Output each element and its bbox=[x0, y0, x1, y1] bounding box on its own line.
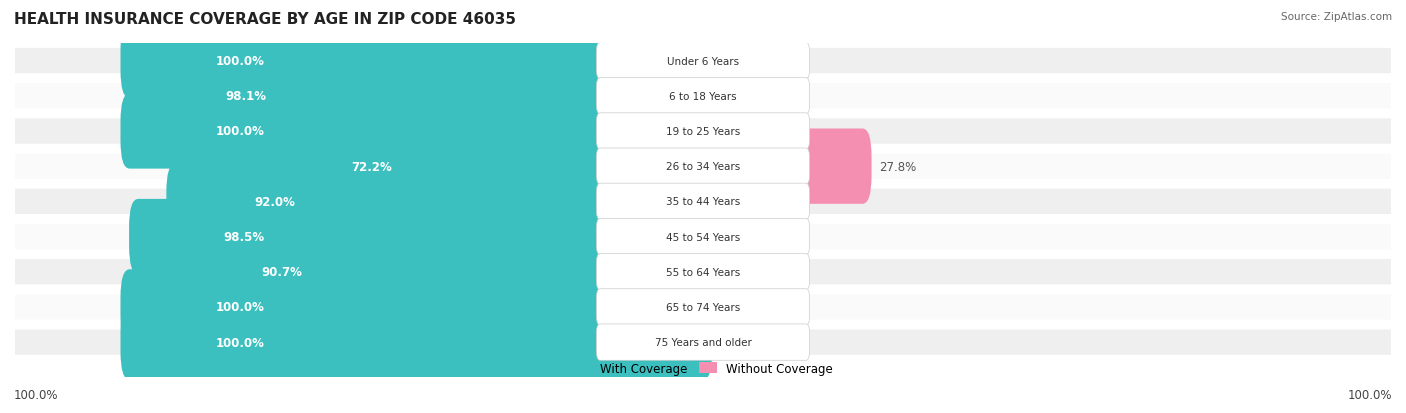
FancyBboxPatch shape bbox=[121, 305, 713, 380]
Text: 9.3%: 9.3% bbox=[773, 266, 803, 278]
FancyBboxPatch shape bbox=[693, 129, 872, 204]
FancyBboxPatch shape bbox=[121, 94, 713, 169]
FancyBboxPatch shape bbox=[596, 184, 810, 220]
Text: Source: ZipAtlas.com: Source: ZipAtlas.com bbox=[1281, 12, 1392, 22]
Text: HEALTH INSURANCE COVERAGE BY AGE IN ZIP CODE 46035: HEALTH INSURANCE COVERAGE BY AGE IN ZIP … bbox=[14, 12, 516, 27]
FancyBboxPatch shape bbox=[596, 149, 810, 185]
Text: 100.0%: 100.0% bbox=[215, 125, 264, 138]
Text: 100.0%: 100.0% bbox=[1347, 388, 1392, 401]
Text: 72.2%: 72.2% bbox=[352, 160, 392, 173]
Text: 19 to 25 Years: 19 to 25 Years bbox=[666, 127, 740, 137]
Text: 26 to 34 Years: 26 to 34 Years bbox=[666, 162, 740, 172]
Text: Under 6 Years: Under 6 Years bbox=[666, 57, 740, 66]
Text: 0.0%: 0.0% bbox=[720, 301, 749, 313]
Text: 100.0%: 100.0% bbox=[215, 301, 264, 313]
Text: 65 to 74 Years: 65 to 74 Years bbox=[666, 302, 740, 312]
Text: 1.9%: 1.9% bbox=[731, 90, 761, 103]
FancyBboxPatch shape bbox=[596, 254, 810, 290]
FancyBboxPatch shape bbox=[15, 259, 1391, 285]
FancyBboxPatch shape bbox=[174, 235, 713, 310]
Text: 98.1%: 98.1% bbox=[225, 90, 266, 103]
FancyBboxPatch shape bbox=[596, 78, 810, 115]
FancyBboxPatch shape bbox=[596, 114, 810, 150]
FancyBboxPatch shape bbox=[596, 289, 810, 325]
Text: 55 to 64 Years: 55 to 64 Years bbox=[666, 267, 740, 277]
FancyBboxPatch shape bbox=[131, 59, 713, 134]
Text: 75 Years and older: 75 Years and older bbox=[655, 337, 751, 347]
Text: 0.0%: 0.0% bbox=[720, 55, 749, 68]
Legend: With Coverage, Without Coverage: With Coverage, Without Coverage bbox=[572, 362, 834, 375]
FancyBboxPatch shape bbox=[121, 24, 713, 99]
Text: 92.0%: 92.0% bbox=[254, 195, 295, 208]
FancyBboxPatch shape bbox=[693, 199, 721, 275]
Text: 100.0%: 100.0% bbox=[14, 388, 59, 401]
FancyBboxPatch shape bbox=[15, 119, 1391, 144]
FancyBboxPatch shape bbox=[693, 164, 758, 240]
FancyBboxPatch shape bbox=[15, 224, 1391, 249]
FancyBboxPatch shape bbox=[15, 294, 1391, 320]
FancyBboxPatch shape bbox=[15, 154, 1391, 179]
FancyBboxPatch shape bbox=[596, 219, 810, 255]
Text: 6 to 18 Years: 6 to 18 Years bbox=[669, 92, 737, 102]
Text: 100.0%: 100.0% bbox=[215, 55, 264, 68]
Text: 1.5%: 1.5% bbox=[728, 230, 759, 243]
FancyBboxPatch shape bbox=[15, 330, 1391, 355]
FancyBboxPatch shape bbox=[693, 59, 723, 134]
Text: 45 to 54 Years: 45 to 54 Years bbox=[666, 232, 740, 242]
Text: 90.7%: 90.7% bbox=[262, 266, 302, 278]
FancyBboxPatch shape bbox=[280, 129, 713, 204]
FancyBboxPatch shape bbox=[596, 43, 810, 80]
Text: 35 to 44 Years: 35 to 44 Years bbox=[666, 197, 740, 207]
FancyBboxPatch shape bbox=[166, 164, 713, 240]
FancyBboxPatch shape bbox=[693, 235, 765, 310]
Text: 8.0%: 8.0% bbox=[766, 195, 796, 208]
Text: 27.8%: 27.8% bbox=[880, 160, 917, 173]
Text: 98.5%: 98.5% bbox=[224, 230, 264, 243]
FancyBboxPatch shape bbox=[15, 49, 1391, 74]
Text: 0.0%: 0.0% bbox=[720, 336, 749, 349]
FancyBboxPatch shape bbox=[121, 270, 713, 345]
FancyBboxPatch shape bbox=[15, 189, 1391, 214]
FancyBboxPatch shape bbox=[596, 324, 810, 361]
Text: 100.0%: 100.0% bbox=[215, 336, 264, 349]
FancyBboxPatch shape bbox=[15, 84, 1391, 109]
FancyBboxPatch shape bbox=[129, 199, 713, 275]
Text: 0.0%: 0.0% bbox=[720, 125, 749, 138]
